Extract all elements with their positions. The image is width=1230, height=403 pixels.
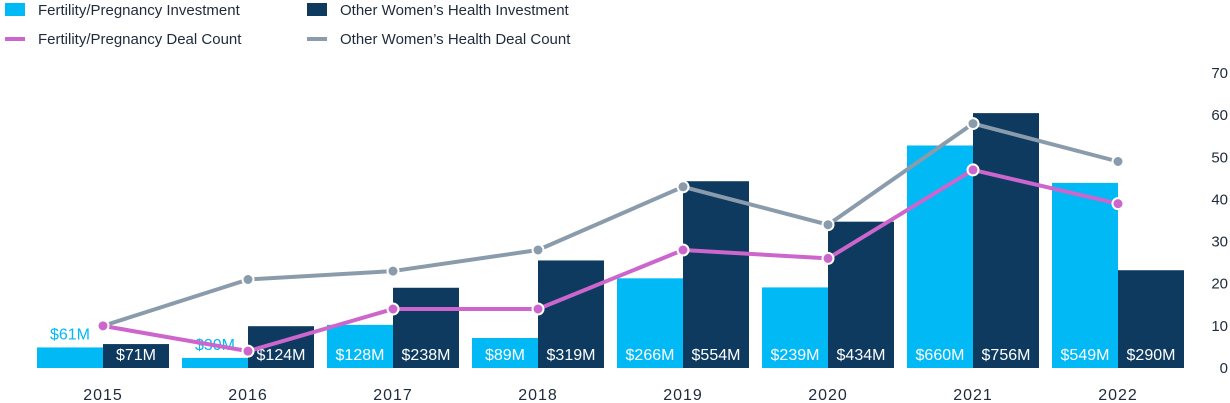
point-other-women-s-health-deal-count-2019 — [676, 180, 690, 194]
point-other-women-s-health-deal-count-2022 — [1111, 155, 1125, 168]
bar-fertility-2021 — [907, 145, 973, 368]
bar-label-fertility-2015: $61M — [50, 326, 90, 343]
x-tick-2018: 2018 — [518, 387, 558, 403]
line-fertility-pregnancy-deal-count — [102, 167, 1119, 354]
point-fertility-pregnancy-deal-count-2015 — [96, 319, 110, 333]
point-fertility-pregnancy-deal-count-2020 — [821, 251, 835, 265]
x-tick-2020: 2020 — [808, 387, 848, 403]
y-tick-60: 60 — [1211, 107, 1228, 124]
bar-label-fertility-2017: $128M — [336, 347, 385, 364]
bar-other-2017 — [393, 287, 459, 368]
legend-label-other-women-s-health-investment: Other Women’s Health Investment — [340, 2, 570, 19]
point-fertility-pregnancy-deal-count-2021 — [966, 163, 980, 177]
bar-fertility-2018 — [472, 337, 538, 368]
bar-other-2022 — [1118, 270, 1184, 368]
legend-label-other-women-s-health-deal-count: Other Women’s Health Deal Count — [340, 31, 571, 48]
point-fertility-pregnancy-deal-count-2018 — [531, 302, 545, 316]
y-tick-30: 30 — [1211, 234, 1228, 251]
point-fertility-pregnancy-deal-count-2022 — [1111, 197, 1125, 211]
bar-fertility-2022 — [1052, 182, 1118, 368]
y-tick-50: 50 — [1211, 149, 1228, 166]
bar-fertility-2016 — [182, 357, 248, 368]
bar-label-other-2016: $124M — [257, 347, 306, 364]
x-tick-2016: 2016 — [228, 387, 268, 403]
bar-label-fertility-2018: $89M — [485, 347, 525, 364]
x-tick-2019: 2019 — [663, 387, 703, 403]
bar-label-fertility-2022: $549M — [1061, 347, 1110, 364]
bar-other-2021 — [973, 113, 1039, 369]
point-fertility-pregnancy-deal-count-2016 — [241, 344, 255, 358]
point-other-women-s-health-deal-count-2016 — [241, 273, 255, 286]
bar-fertility-2015 — [37, 347, 103, 368]
legend-label-fertility-pregnancy-investment: Fertility/Pregnancy Investment — [38, 2, 241, 19]
point-other-women-s-health-deal-count-2017 — [386, 264, 400, 278]
x-tick-2022: 2022 — [1098, 387, 1138, 403]
bar-fertility-2017 — [327, 324, 393, 368]
x-axis: 2015 2016 2017 2018 2019 2020 2021 2022 — [83, 387, 1138, 403]
bar-label-fertility-2019: $266M — [626, 347, 675, 364]
line-other-women-s-health-deal-count — [102, 121, 1119, 328]
y-tick-70: 70 — [1211, 65, 1228, 82]
y-tick-10: 10 — [1211, 318, 1228, 335]
y-tick-20: 20 — [1211, 276, 1228, 293]
bar-fertility-2020 — [762, 287, 828, 368]
x-tick-2015: 2015 — [83, 387, 123, 403]
legend-label-fertility-pregnancy-deal-count: Fertility/Pregnancy Deal Count — [38, 31, 242, 48]
bar-labels: $61M$71M$30M$124M $128M $238M $89M $319M $266… — [50, 326, 1175, 364]
bar-fertility-2019 — [617, 278, 683, 368]
point-other-women-s-health-deal-count-2020 — [821, 218, 835, 232]
bar-other-2020 — [828, 221, 894, 368]
legend-swatch-fertility-pregnancy-investment — [5, 3, 25, 16]
bar-label-other-2017: $238M — [402, 347, 451, 364]
lines — [96, 117, 1125, 358]
point-other-women-s-health-deal-count-2018 — [531, 243, 545, 257]
point-fertility-pregnancy-deal-count-2017 — [386, 302, 400, 316]
bar-label-fertility-2020: $239M — [771, 347, 820, 364]
bar-label-other-2019: $554M — [692, 347, 741, 364]
bar-label-other-2018: $319M — [547, 347, 596, 364]
bar-other-2018 — [538, 260, 604, 368]
bar-label-fertility-2021: $660M — [916, 347, 965, 364]
y-axis-right: 0 10 20 30 40 50 60 70 — [1211, 65, 1228, 377]
legend-swatch-other-women-s-health-investment — [307, 3, 327, 16]
bar-label-other-2021: $756M — [982, 347, 1031, 364]
point-other-women-s-health-deal-count-2021 — [966, 117, 980, 131]
bar-label-other-2015: $71M — [116, 347, 156, 364]
bar-label-other-2022: $290M — [1127, 347, 1176, 364]
y-tick-40: 40 — [1211, 191, 1228, 208]
legend: Fertility/Pregnancy Investment Other Wome… — [5, 2, 571, 48]
x-tick-2017: 2017 — [373, 387, 413, 403]
bar-other-2015 — [103, 344, 169, 368]
y-tick-0: 0 — [1220, 360, 1228, 377]
x-tick-2021: 2021 — [953, 387, 993, 403]
bar-label-other-2020: $434M — [837, 347, 886, 364]
point-fertility-pregnancy-deal-count-2019 — [676, 243, 690, 257]
bar-other-2019 — [683, 181, 749, 368]
bars — [37, 113, 1184, 369]
